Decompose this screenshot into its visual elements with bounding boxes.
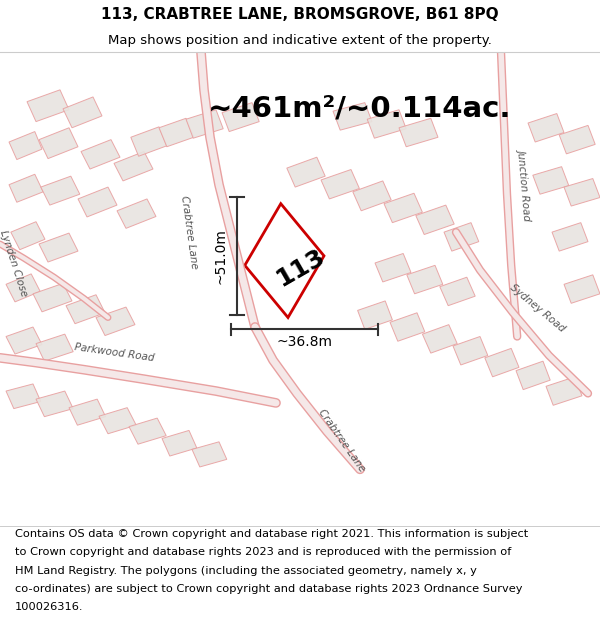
Text: Contains OS data © Crown copyright and database right 2021. This information is : Contains OS data © Crown copyright and d… (15, 529, 528, 539)
Polygon shape (6, 327, 42, 354)
Polygon shape (440, 278, 475, 306)
Polygon shape (453, 336, 488, 365)
Text: HM Land Registry. The polygons (including the associated geometry, namely x, y: HM Land Registry. The polygons (includin… (15, 566, 477, 576)
Text: Lynden Close: Lynden Close (0, 229, 29, 298)
Polygon shape (375, 254, 411, 282)
Text: Crabtree Lane: Crabtree Lane (317, 408, 367, 474)
Polygon shape (559, 126, 595, 154)
Text: Map shows position and indicative extent of the property.: Map shows position and indicative extent… (108, 34, 492, 47)
Polygon shape (27, 90, 69, 122)
Polygon shape (114, 151, 153, 181)
Polygon shape (321, 169, 359, 199)
Text: 113, CRABTREE LANE, BROMSGROVE, B61 8PQ: 113, CRABTREE LANE, BROMSGROVE, B61 8PQ (101, 7, 499, 22)
Polygon shape (444, 222, 479, 251)
Polygon shape (69, 399, 106, 425)
Polygon shape (552, 222, 588, 251)
Polygon shape (39, 127, 78, 159)
Polygon shape (41, 176, 80, 205)
Polygon shape (516, 361, 550, 389)
Polygon shape (528, 114, 564, 142)
Polygon shape (390, 312, 425, 341)
Polygon shape (66, 295, 105, 324)
Polygon shape (333, 102, 372, 130)
Polygon shape (9, 132, 42, 159)
Polygon shape (99, 408, 136, 434)
Polygon shape (159, 118, 194, 147)
Polygon shape (367, 110, 406, 138)
Text: Junction Road: Junction Road (517, 149, 533, 221)
Polygon shape (416, 205, 454, 234)
Polygon shape (81, 139, 120, 169)
Polygon shape (533, 167, 569, 194)
Polygon shape (384, 193, 422, 222)
Polygon shape (96, 307, 135, 336)
Text: 100026316.: 100026316. (15, 602, 83, 612)
Polygon shape (129, 418, 166, 444)
Text: ~51.0m: ~51.0m (214, 228, 228, 284)
Polygon shape (117, 199, 156, 228)
Polygon shape (36, 334, 73, 361)
Polygon shape (78, 187, 117, 217)
Polygon shape (6, 384, 41, 409)
Text: ~36.8m: ~36.8m (276, 335, 332, 349)
Text: Crabtree Lane: Crabtree Lane (179, 195, 199, 269)
Polygon shape (11, 222, 45, 250)
Polygon shape (564, 179, 600, 206)
Polygon shape (162, 431, 197, 456)
Polygon shape (39, 233, 78, 262)
Polygon shape (407, 266, 443, 294)
Text: 113: 113 (271, 244, 329, 291)
Polygon shape (222, 102, 259, 132)
Polygon shape (287, 157, 325, 187)
Text: ~461m²/~0.114ac.: ~461m²/~0.114ac. (208, 95, 512, 122)
Polygon shape (422, 324, 457, 353)
Polygon shape (485, 348, 519, 377)
Text: co-ordinates) are subject to Crown copyright and database rights 2023 Ordnance S: co-ordinates) are subject to Crown copyr… (15, 584, 523, 594)
Polygon shape (186, 110, 223, 138)
Polygon shape (564, 275, 600, 303)
Polygon shape (36, 391, 73, 417)
Polygon shape (358, 301, 392, 329)
Text: Sydney Road: Sydney Road (508, 282, 566, 334)
Polygon shape (192, 442, 227, 467)
Polygon shape (6, 274, 40, 302)
Polygon shape (546, 377, 582, 405)
Polygon shape (9, 174, 43, 203)
Polygon shape (353, 181, 391, 211)
Polygon shape (63, 97, 102, 128)
Text: Parkwood Road: Parkwood Road (73, 342, 155, 364)
Polygon shape (33, 283, 72, 312)
Polygon shape (131, 127, 167, 156)
Polygon shape (399, 118, 438, 147)
Text: to Crown copyright and database rights 2023 and is reproduced with the permissio: to Crown copyright and database rights 2… (15, 548, 511, 558)
